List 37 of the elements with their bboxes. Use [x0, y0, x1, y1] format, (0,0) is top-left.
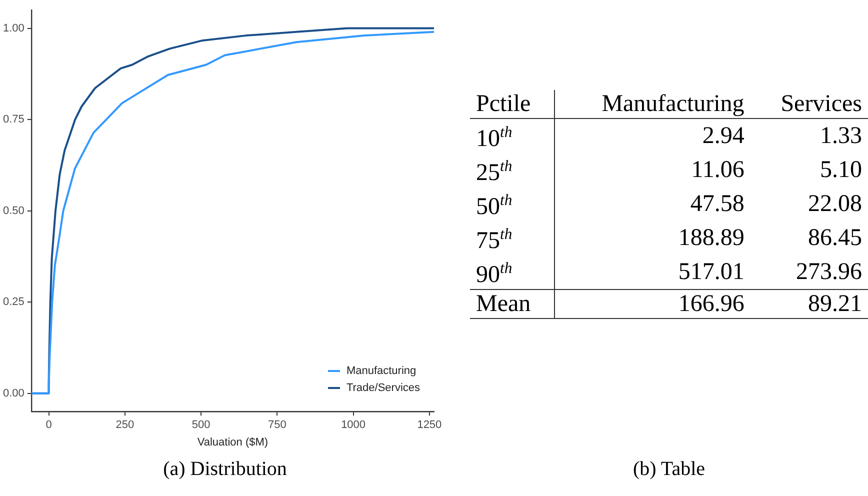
data-label: 22.08: [807, 190, 863, 219]
text: (b) Table: [632, 458, 706, 481]
x-tick-label: 0: [46, 419, 52, 432]
legend-label: Manufacturing: [554, 90, 750, 118]
text: Pctile: [470, 90, 555, 118]
x-tick-label: 750: [268, 419, 286, 432]
y-tick-label: 1.00: [2, 22, 24, 34]
x-tick-label: 1000: [341, 419, 366, 432]
data-label: 166.96: [554, 290, 750, 318]
y-tick-label: 0.75: [2, 114, 24, 126]
text: (a) Distribution: [162, 458, 288, 481]
y-tick-label: 0.00: [2, 387, 24, 400]
category-label: Mean: [470, 290, 555, 318]
category-label: 50$^{th}$: [470, 187, 555, 221]
data-label: 11.06: [690, 156, 746, 185]
data-label: 273.96: [795, 258, 863, 287]
x-tick-label: 250: [116, 419, 134, 432]
data-label: 1.33: [819, 122, 863, 151]
category-label: 10$^{th}$: [470, 118, 555, 153]
category-label: 25$^{th}$: [470, 153, 555, 187]
data-label: 89.21: [750, 290, 868, 318]
data-label: 47.58: [689, 190, 746, 219]
legend-label: Services: [750, 90, 868, 118]
x-tick-label: 500: [192, 419, 210, 432]
y-tick-label: 0.25: [2, 296, 24, 308]
data-label: 86.45: [807, 224, 863, 253]
x-tick-label: 1250: [417, 419, 442, 432]
y-tick-label: 0.50: [2, 204, 24, 217]
x-axis-title: Valuation ($M): [197, 436, 268, 448]
data-label: 188.89: [677, 224, 746, 253]
legend-label: Trade/Services: [346, 382, 420, 394]
data-label: 5.10: [819, 156, 863, 185]
category-label: 75$^{th}$: [470, 221, 555, 255]
category-label: 90$^{th}$: [470, 255, 555, 290]
legend-label: Manufacturing: [346, 364, 416, 376]
data-label: 517.01: [677, 258, 746, 287]
data-label: 2.94: [701, 122, 746, 151]
